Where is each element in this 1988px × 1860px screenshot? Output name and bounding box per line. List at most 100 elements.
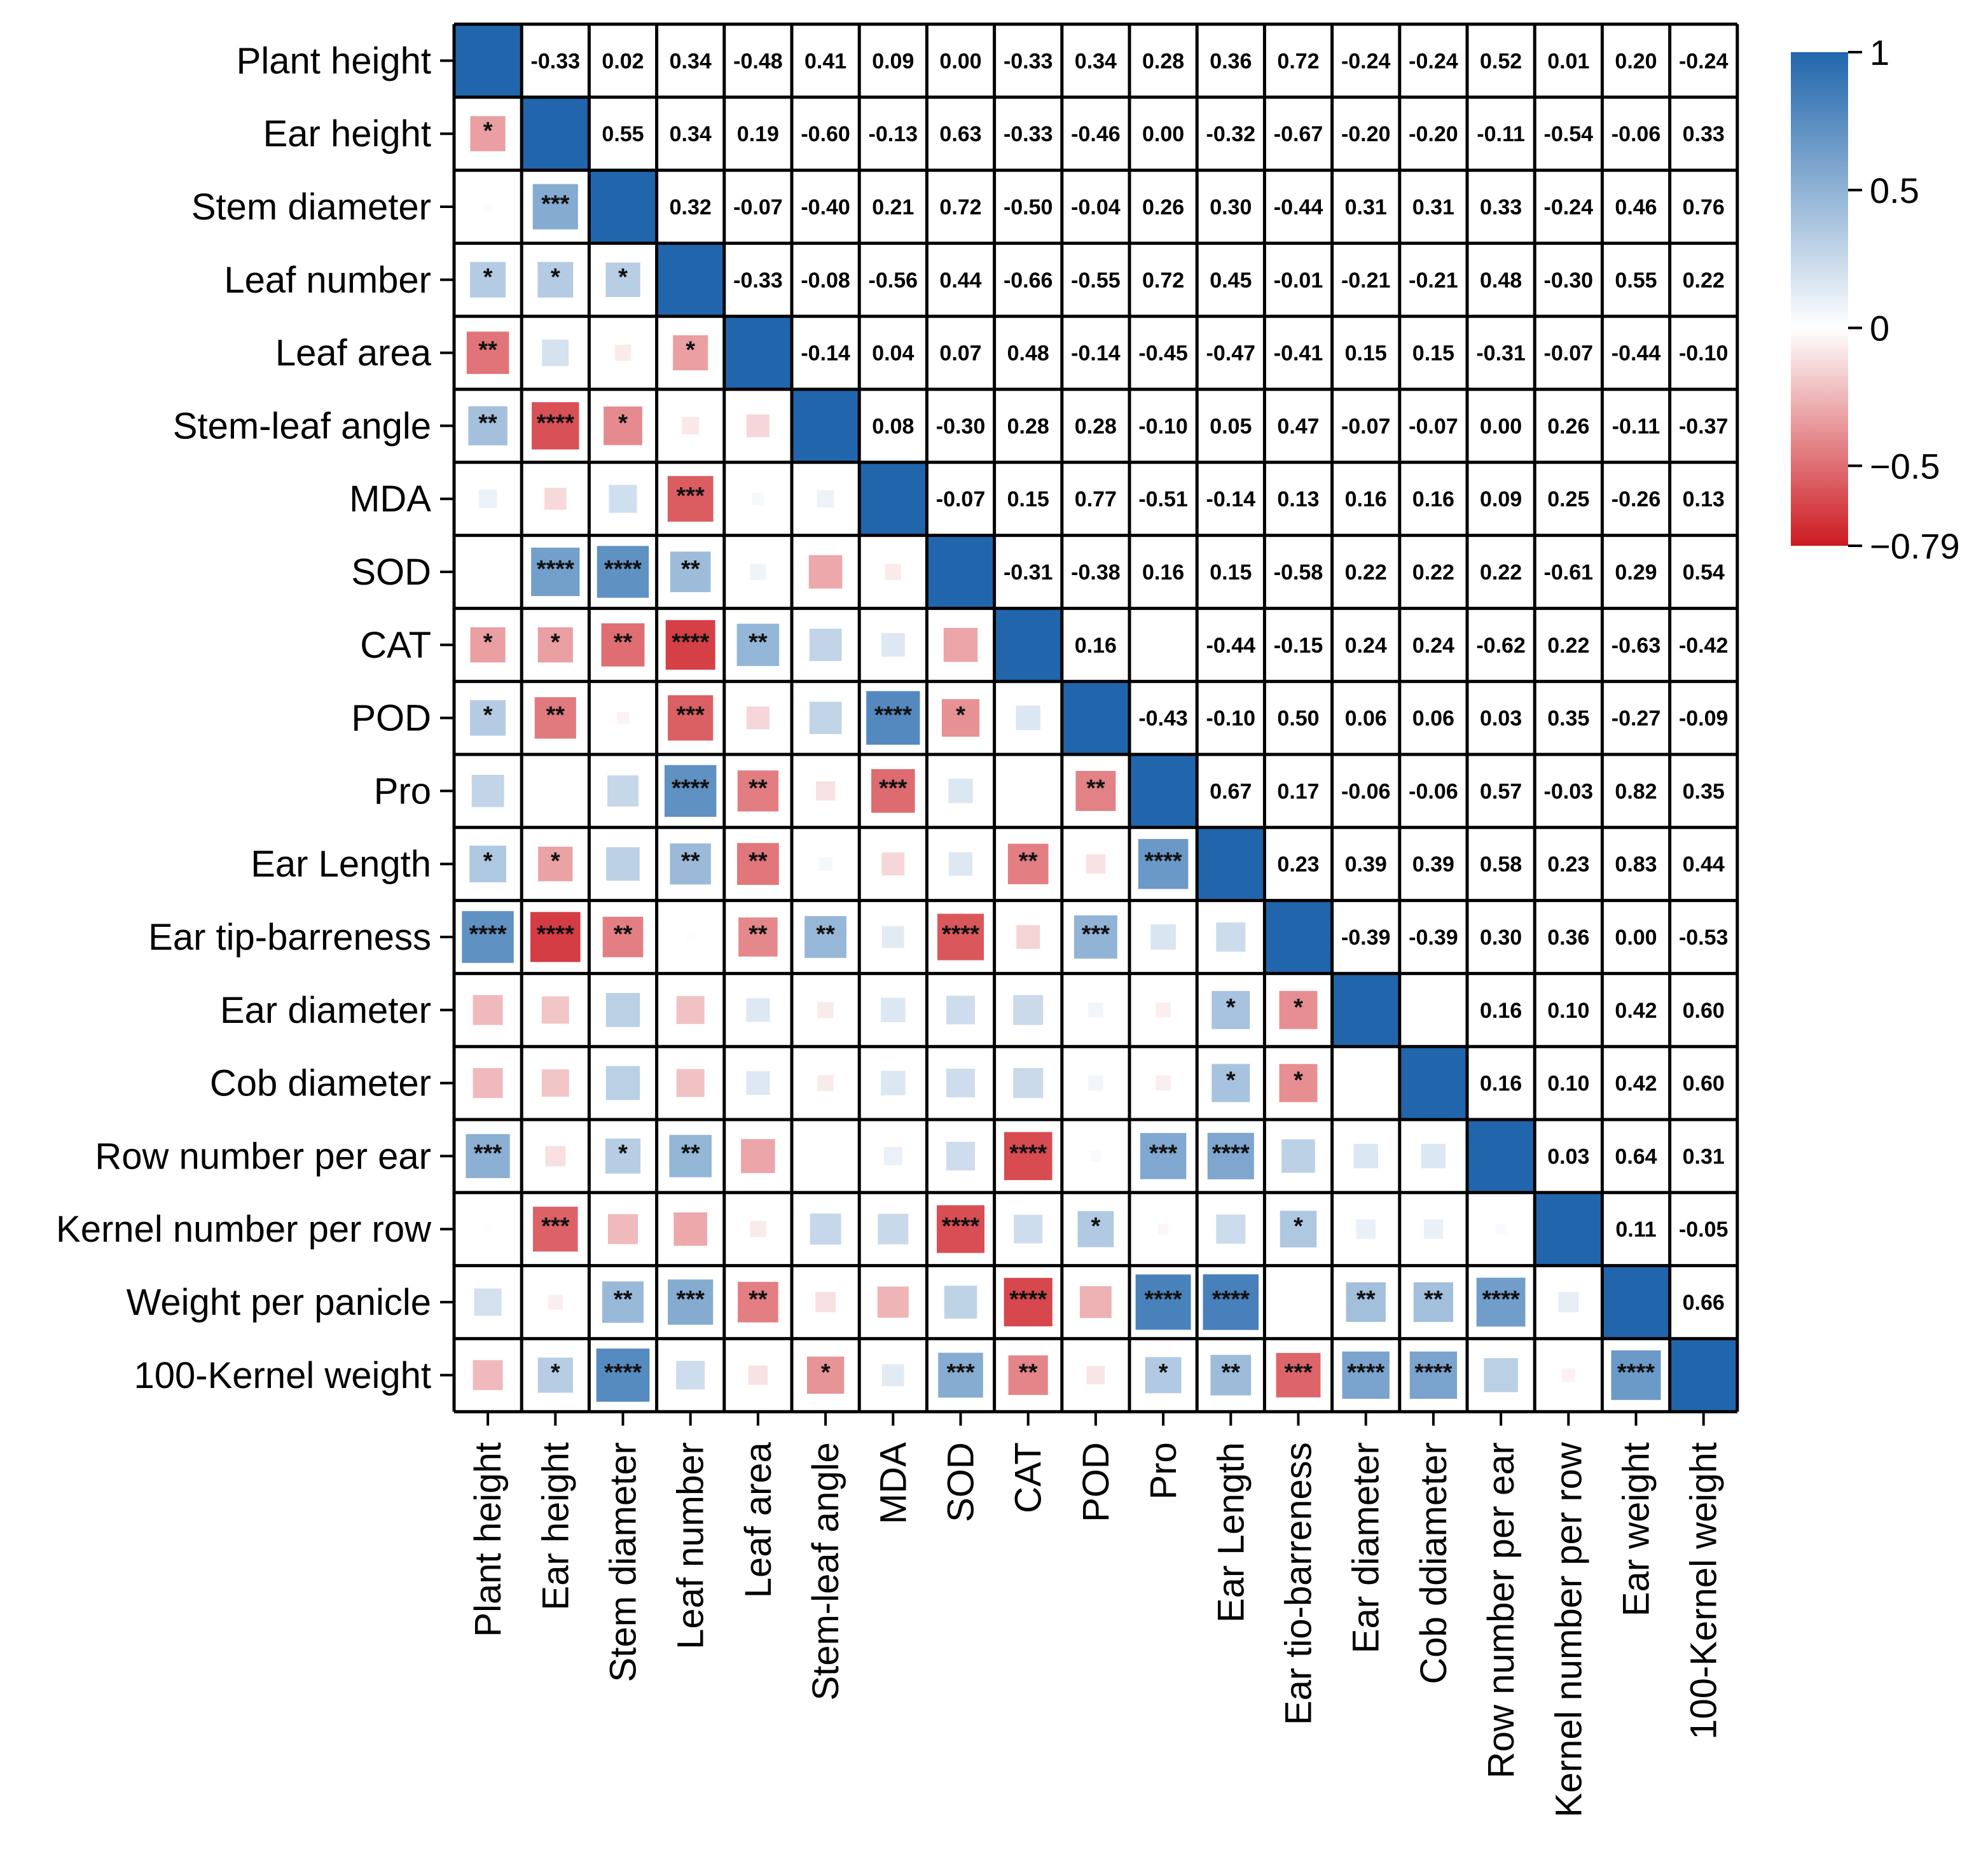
correlation-square xyxy=(818,857,832,871)
correlation-value: -0.32 xyxy=(1206,122,1256,146)
correlation-square xyxy=(1361,1078,1370,1088)
correlation-square xyxy=(1145,1357,1182,1394)
correlation-square xyxy=(821,1151,831,1161)
column-label: Ear weight xyxy=(1616,1442,1657,1616)
significance-stars: ** xyxy=(546,702,565,729)
significance-stars: **** xyxy=(469,921,507,948)
significance-stars: **** xyxy=(942,1213,979,1240)
significance-stars: * xyxy=(1091,1213,1101,1240)
correlation-value: -0.33 xyxy=(531,49,581,73)
significance-stars: **** xyxy=(604,556,642,583)
significance-stars: * xyxy=(618,264,628,291)
correlation-square xyxy=(746,414,770,438)
correlation-value: 0.76 xyxy=(1683,195,1725,219)
correlation-value: 0.28 xyxy=(1142,49,1184,73)
column-label: Stem diameter xyxy=(603,1442,644,1682)
correlation-square xyxy=(1211,990,1250,1029)
significance-stars: **** xyxy=(604,1359,642,1386)
correlation-square xyxy=(676,1069,705,1097)
correlation-value: -0.06 xyxy=(1612,122,1661,146)
correlation-value: 0.77 xyxy=(1075,487,1117,511)
correlation-square xyxy=(1421,1144,1446,1169)
correlation-value: 0.13 xyxy=(1277,487,1319,511)
correlation-square xyxy=(668,695,714,741)
correlation-value: 0.09 xyxy=(872,49,914,73)
correlation-value: 0.02 xyxy=(602,49,644,73)
correlation-value: -0.10 xyxy=(1138,414,1188,438)
correlation-value: -0.06 xyxy=(1409,779,1458,803)
correlation-square xyxy=(944,1286,977,1319)
correlation-value: -0.15 xyxy=(1274,634,1323,658)
correlation-square xyxy=(752,492,764,505)
correlation-square xyxy=(669,1135,712,1177)
significance-stars: *** xyxy=(1284,1359,1313,1386)
significance-stars: ** xyxy=(681,1140,700,1167)
significance-stars: ** xyxy=(749,1286,768,1313)
correlation-value: 0.03 xyxy=(1480,707,1522,731)
significance-stars: * xyxy=(1294,994,1303,1021)
correlation-value: -0.14 xyxy=(801,342,850,366)
correlation-value: -0.43 xyxy=(1138,707,1188,731)
correlation-value: 0.24 xyxy=(1345,634,1387,658)
correlation-square xyxy=(937,913,984,961)
significance-stars: *** xyxy=(541,1213,570,1240)
correlation-value: -0.20 xyxy=(1341,122,1391,146)
significance-stars: ** xyxy=(681,848,700,875)
significance-stars: * xyxy=(483,629,493,656)
correlation-value: 0.58 xyxy=(1480,852,1522,877)
correlation-value: 0.06 xyxy=(1345,707,1387,731)
correlation-square xyxy=(542,339,569,366)
correlation-square xyxy=(1023,786,1033,796)
correlation-square xyxy=(1086,1366,1105,1385)
diagonal-cell xyxy=(589,170,657,244)
column-label: MDA xyxy=(873,1442,914,1524)
correlation-square xyxy=(885,564,901,580)
correlation-square xyxy=(946,1141,976,1170)
correlation-value: -0.53 xyxy=(1679,926,1729,950)
correlation-value: -0.24 xyxy=(1679,49,1729,73)
significance-stars: ** xyxy=(816,921,835,948)
correlation-value: -0.04 xyxy=(1071,195,1121,219)
correlation-value: -0.03 xyxy=(1544,779,1594,803)
correlation-square xyxy=(1495,1223,1507,1235)
correlation-value: 0.57 xyxy=(1480,779,1522,803)
correlation-value: 0.47 xyxy=(1277,414,1319,438)
significance-stars: * xyxy=(686,337,695,364)
correlation-value: 0.16 xyxy=(1142,560,1184,585)
correlation-square xyxy=(881,852,905,876)
column-label: Plant height xyxy=(467,1442,509,1637)
correlation-value: -0.30 xyxy=(1544,268,1594,293)
significance-stars: * xyxy=(1294,1213,1303,1240)
correlation-square xyxy=(483,202,493,211)
correlation-value: -0.63 xyxy=(1612,634,1661,658)
correlation-square xyxy=(483,567,493,576)
correlation-square xyxy=(616,712,630,725)
correlation-value: -0.50 xyxy=(1004,195,1053,219)
correlation-value: 0.22 xyxy=(1412,560,1454,585)
correlation-square xyxy=(548,1294,563,1310)
correlation-value: 0.13 xyxy=(1683,487,1725,511)
correlation-square xyxy=(738,1282,778,1322)
significance-stars: ** xyxy=(1086,775,1105,802)
correlation-square xyxy=(609,485,637,513)
correlation-value: -0.37 xyxy=(1679,414,1729,438)
significance-stars: **** xyxy=(1145,848,1182,875)
diagonal-cell xyxy=(1535,1192,1603,1266)
colorbar: 1 0.5 0 −0.5 −0.79 xyxy=(1791,32,1960,566)
correlation-value: 0.15 xyxy=(1345,342,1387,366)
significance-stars: * xyxy=(483,118,493,144)
correlation-square xyxy=(948,852,973,876)
correlation-square xyxy=(1216,1214,1246,1244)
correlation-square xyxy=(1075,770,1116,811)
correlation-value: 0.48 xyxy=(1007,342,1049,366)
correlation-square xyxy=(948,779,973,803)
significance-stars: **** xyxy=(672,775,709,802)
correlation-value: -0.07 xyxy=(1409,414,1458,438)
significance-stars: ** xyxy=(614,1286,633,1313)
correlation-square xyxy=(746,998,770,1022)
correlation-square xyxy=(537,627,573,663)
correlation-square xyxy=(676,1361,705,1390)
correlation-value: 0.09 xyxy=(1480,487,1522,511)
correlation-square xyxy=(1007,843,1049,885)
correlation-square xyxy=(946,996,976,1025)
